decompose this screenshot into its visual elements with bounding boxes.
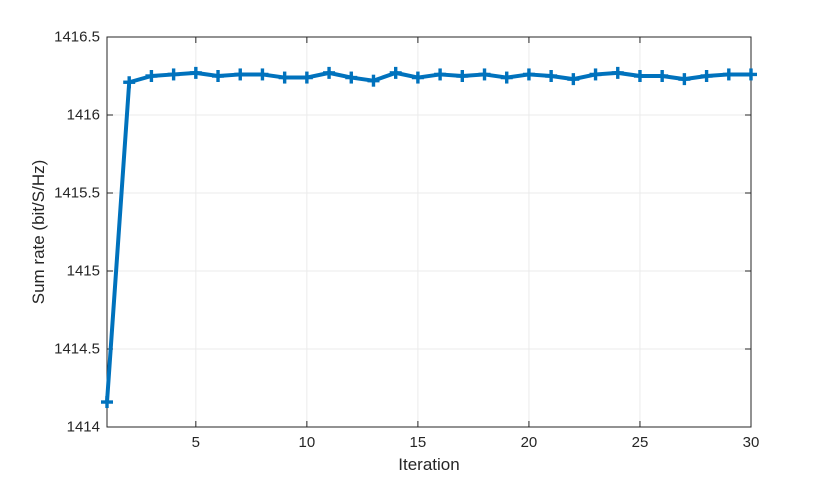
x-tick-label: 5	[191, 434, 200, 451]
y-tick-labels: 1414 1414.5 1415 1415.5 1416 1416.5	[0, 0, 100, 481]
x-tick-labels: 5 10 15 20 25 30	[0, 434, 830, 454]
y-tick-label: 1415.5	[54, 184, 100, 202]
y-tick-label: 1416.5	[54, 28, 100, 46]
y-tick-label: 1414.5	[54, 340, 100, 358]
x-axis-label: Iteration	[398, 455, 460, 474]
x-tick-label: 30	[742, 434, 760, 451]
y-tick-label: 1415	[66, 262, 100, 280]
x-tick-label: 25	[631, 434, 649, 451]
x-tick-label: 15	[409, 434, 427, 451]
y-tick-label: 1414	[66, 418, 100, 436]
y-tick-label: 1416	[66, 106, 100, 124]
y-axis-label: Sum rate (bit/S/Hz)	[29, 159, 48, 305]
x-tick-label: 20	[520, 434, 538, 451]
x-tick-label: 10	[298, 434, 316, 451]
